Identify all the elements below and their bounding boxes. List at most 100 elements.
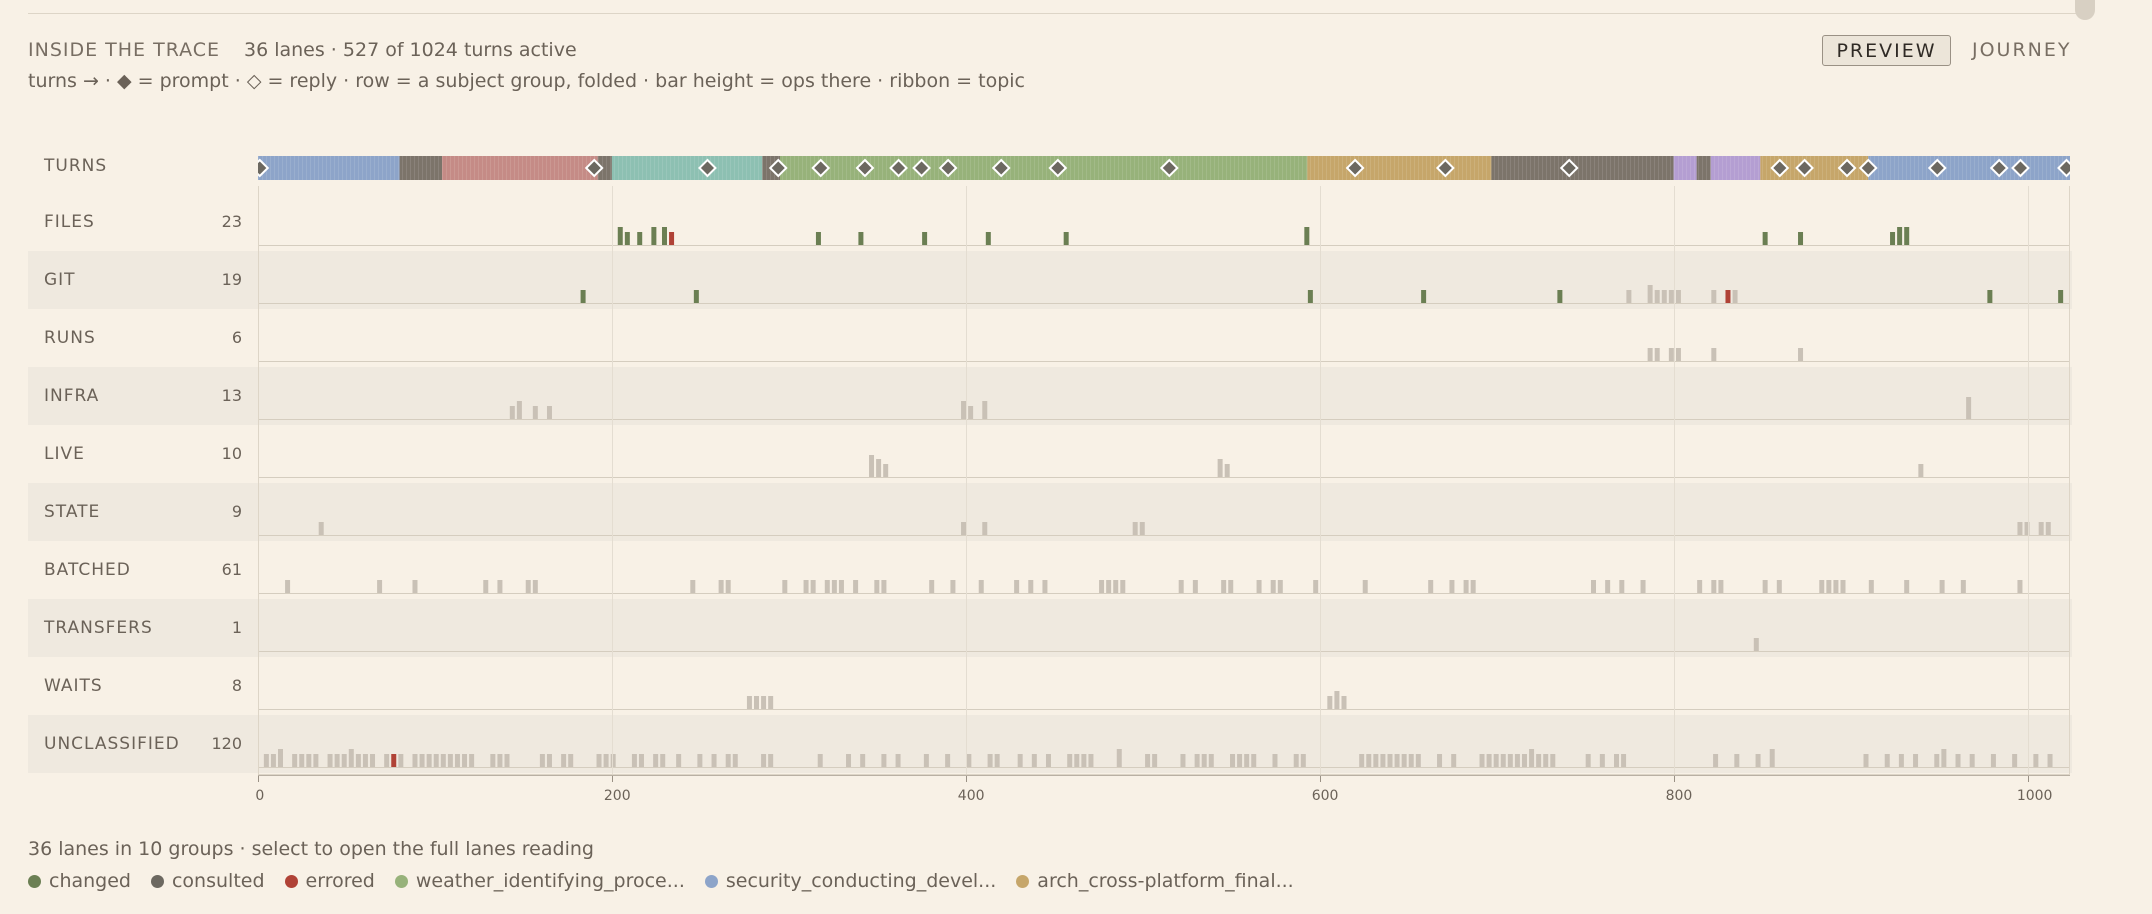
op-bar-inactive[interactable] (1113, 580, 1119, 593)
op-bar-inactive[interactable] (846, 754, 852, 767)
op-bar-inactive[interactable] (961, 401, 967, 419)
op-bar-inactive[interactable] (895, 754, 901, 767)
op-bar-inactive[interactable] (853, 580, 859, 593)
op-bar-inactive[interactable] (860, 754, 866, 767)
op-bar-inactive[interactable] (2047, 754, 2053, 767)
op-bar-inactive[interactable] (761, 754, 767, 767)
op-bar-inactive[interactable] (1362, 580, 1368, 593)
op-bar-inactive[interactable] (631, 754, 637, 767)
op-bar-inactive[interactable] (412, 580, 418, 593)
op-bar-changed[interactable] (1897, 227, 1903, 245)
op-bar-inactive[interactable] (1387, 754, 1393, 767)
op-bar-inactive[interactable] (2033, 754, 2039, 767)
op-bar-inactive[interactable] (1711, 290, 1717, 303)
op-bar-inactive[interactable] (1251, 754, 1257, 767)
op-bar-inactive[interactable] (1550, 754, 1556, 767)
op-bar-inactive[interactable] (1599, 754, 1605, 767)
op-bar-inactive[interactable] (1819, 580, 1825, 593)
op-bar-inactive[interactable] (1230, 754, 1236, 767)
op-bar-inactive[interactable] (876, 459, 882, 477)
op-bar-inactive[interactable] (1313, 580, 1319, 593)
op-bar-changed[interactable] (1987, 290, 1993, 303)
op-bar-inactive[interactable] (676, 754, 682, 767)
op-bar-inactive[interactable] (1139, 522, 1145, 535)
op-bar-inactive[interactable] (1415, 754, 1421, 767)
op-bar-changed[interactable] (2058, 290, 2064, 303)
op-bar-inactive[interactable] (1718, 580, 1724, 593)
op-bar-inactive[interactable] (440, 754, 446, 767)
op-bar-inactive[interactable] (869, 455, 875, 477)
op-bar-inactive[interactable] (1536, 754, 1542, 767)
op-bar-changed[interactable] (985, 232, 991, 245)
op-bar-inactive[interactable] (660, 754, 666, 767)
op-bar-inactive[interactable] (1394, 754, 1400, 767)
op-bar-inactive[interactable] (1270, 580, 1276, 593)
op-bar-inactive[interactable] (596, 754, 602, 767)
lane-row-infra[interactable]: INFRA 13 (28, 367, 2072, 425)
prompt-marker[interactable] (768, 158, 788, 178)
op-bar-inactive[interactable] (1152, 754, 1158, 767)
op-bar-inactive[interactable] (754, 696, 760, 709)
op-bar-inactive[interactable] (1960, 580, 1966, 593)
op-bar-inactive[interactable] (1507, 754, 1513, 767)
op-bar-inactive[interactable] (362, 754, 368, 767)
op-bar-inactive[interactable] (1081, 754, 1087, 767)
op-bar-inactive[interactable] (1045, 754, 1051, 767)
op-bar-inactive[interactable] (1221, 580, 1227, 593)
op-bar-inactive[interactable] (978, 580, 984, 593)
op-bar-inactive[interactable] (1966, 397, 1972, 419)
op-bar-inactive[interactable] (1341, 696, 1347, 709)
op-bar-inactive[interactable] (1277, 580, 1283, 593)
op-bar-inactive[interactable] (1826, 580, 1832, 593)
op-bar-inactive[interactable] (1088, 754, 1094, 767)
prompt-marker[interactable] (1770, 158, 1790, 178)
op-bar-inactive[interactable] (1514, 754, 1520, 767)
op-bar-changed[interactable] (617, 227, 623, 245)
op-bar-inactive[interactable] (1521, 754, 1527, 767)
op-bar-changed[interactable] (1063, 232, 1069, 245)
op-bar-inactive[interactable] (718, 580, 724, 593)
op-bar-inactive[interactable] (1769, 749, 1775, 767)
op-bar-inactive[interactable] (610, 754, 616, 767)
op-bar-inactive[interactable] (1732, 290, 1738, 303)
op-bar-inactive[interactable] (1067, 754, 1073, 767)
op-bar-inactive[interactable] (1500, 754, 1506, 767)
op-bar-inactive[interactable] (768, 754, 774, 767)
op-bar-changed[interactable] (661, 227, 667, 245)
op-bar-inactive[interactable] (341, 754, 347, 767)
op-bar-inactive[interactable] (1762, 580, 1768, 593)
op-bar-inactive[interactable] (1470, 580, 1476, 593)
op-bar-inactive[interactable] (881, 754, 887, 767)
prompt-marker[interactable] (889, 158, 908, 178)
op-bar-inactive[interactable] (2017, 522, 2023, 535)
op-bar-inactive[interactable] (1479, 754, 1485, 767)
op-bar-inactive[interactable] (923, 754, 929, 767)
op-bar-inactive[interactable] (1194, 754, 1200, 767)
op-bar-inactive[interactable] (690, 580, 696, 593)
op-bar-inactive[interactable] (1661, 290, 1667, 303)
op-bar-inactive[interactable] (1451, 754, 1457, 767)
op-bar-inactive[interactable] (1626, 290, 1632, 303)
prompt-marker[interactable] (1927, 158, 1947, 178)
legend-item[interactable]: changed (28, 870, 131, 892)
op-bar-inactive[interactable] (994, 754, 1000, 767)
prompt-marker[interactable] (1858, 158, 1878, 178)
op-bar-inactive[interactable] (966, 754, 972, 767)
op-bar-inactive[interactable] (1228, 580, 1234, 593)
prompt-marker[interactable] (991, 158, 1011, 178)
op-bar-inactive[interactable] (1590, 580, 1596, 593)
op-bar-inactive[interactable] (824, 580, 830, 593)
op-bar-inactive[interactable] (1868, 580, 1874, 593)
op-bar-inactive[interactable] (1031, 754, 1037, 767)
lane-row-live[interactable]: LIVE 10 (28, 425, 2072, 483)
op-bar-changed[interactable] (637, 232, 643, 245)
op-bar-inactive[interactable] (1224, 464, 1230, 477)
op-bar-inactive[interactable] (384, 754, 390, 767)
op-bar-inactive[interactable] (638, 754, 644, 767)
op-bar-inactive[interactable] (603, 754, 609, 767)
prompt-marker[interactable] (698, 158, 717, 178)
op-bar-inactive[interactable] (1529, 749, 1535, 767)
op-bar-inactive[interactable] (1776, 580, 1782, 593)
prompt-marker[interactable] (1435, 158, 1455, 178)
op-bar-inactive[interactable] (419, 754, 425, 767)
